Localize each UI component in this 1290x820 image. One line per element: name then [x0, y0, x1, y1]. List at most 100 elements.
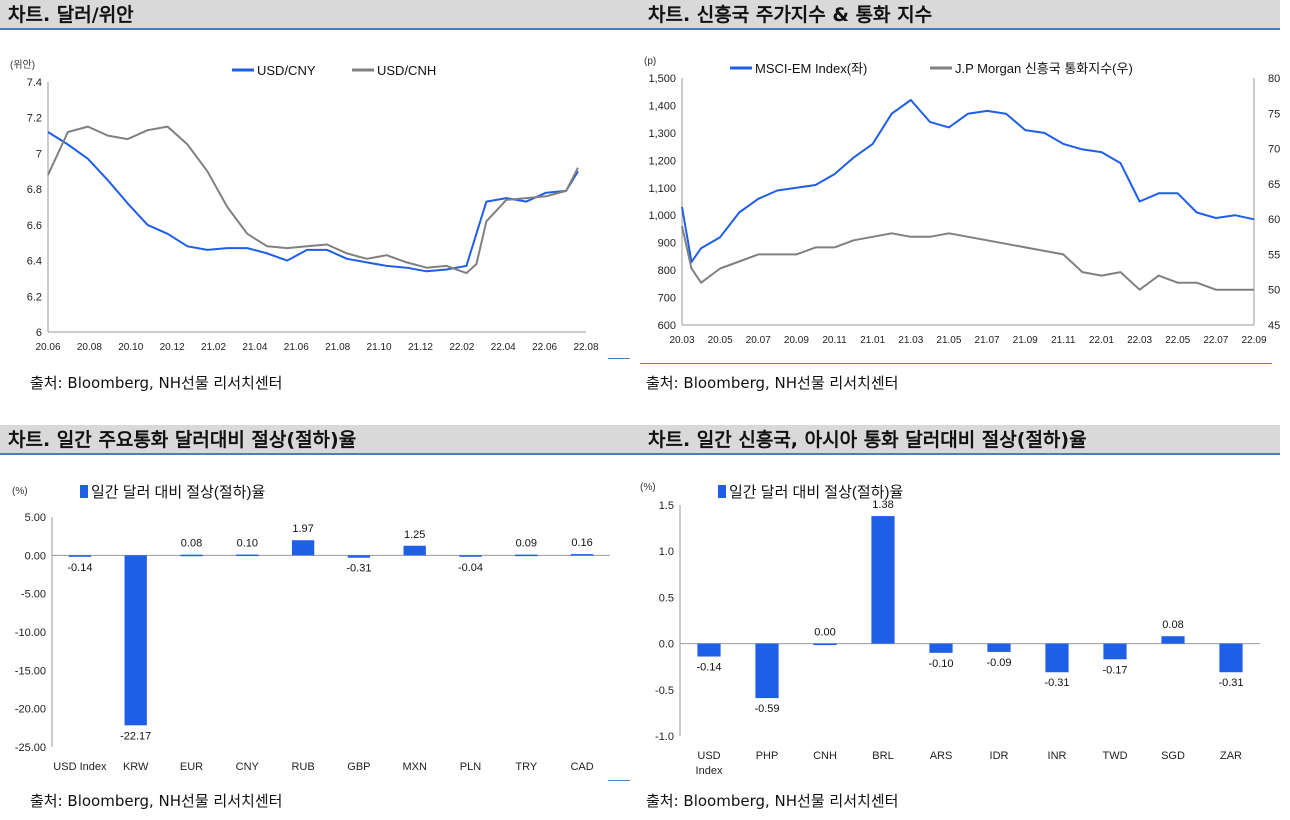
- x-tick-label: 22.04: [491, 342, 516, 353]
- x-tick-label: 20.08: [77, 342, 102, 353]
- bar-eur: [180, 554, 203, 557]
- data-label: -0.04: [458, 562, 483, 574]
- bar-php: [755, 643, 779, 699]
- y-tick-label: 6: [36, 327, 42, 339]
- legend-label: 일간 달러 대비 절상(절하)율: [729, 484, 903, 501]
- x-tick-label: 22.08: [573, 342, 598, 353]
- x-tick-label: 22.02: [449, 342, 474, 353]
- y-tick-label: 1,000: [648, 210, 676, 222]
- source-note: 출처: Bloomberg, NH선물 리서치센터: [30, 792, 283, 810]
- y-tick-label: 1.5: [659, 500, 674, 512]
- bar-krw: [124, 555, 147, 726]
- y2-tick-label: 65: [1268, 179, 1280, 191]
- x-tick-label: 21.10: [367, 342, 392, 353]
- data-label: -0.31: [1044, 677, 1069, 689]
- x-category-label: KRW: [123, 761, 149, 773]
- data-label: -0.17: [1102, 664, 1127, 676]
- y-tick-label: 1,200: [648, 155, 676, 167]
- bar-chart-major-currencies: (%) 일간 달러 대비 절상(절하)율 5.00 0.00 -5.00 -10.00 -1…: [12, 484, 610, 773]
- x-tick-label: 22.03: [1127, 335, 1152, 346]
- x-tick-label: 22.09: [1241, 335, 1266, 346]
- bar-cad: [570, 554, 594, 556]
- bar-mxn: [403, 545, 426, 556]
- bar-rub: [291, 540, 315, 556]
- panel-major-currencies: 차트. 일간 주요통화 달러대비 절상(절하)율 (%) 일간 달러 대비 절상(…: [0, 425, 640, 820]
- source-note: 출처: Bloomberg, NH선물 리서치센터: [646, 374, 899, 392]
- x-tick-label: 21.05: [936, 335, 961, 346]
- x-tick-label: 21.11: [1051, 335, 1076, 346]
- x-category-label: USD Index: [53, 761, 107, 773]
- series-line-1: [681, 225, 1254, 291]
- data-label: 1.25: [404, 529, 425, 541]
- line-chart-em-index: (p) 1,500 1,400 1,300 1,200 1,100 1,000 900 800 7…: [644, 56, 1280, 346]
- bar-cny: [236, 554, 259, 557]
- x-category-label: BRL: [872, 750, 893, 762]
- y-tick-label: 0.00: [25, 550, 46, 562]
- x-tick-label: 20.12: [160, 342, 185, 353]
- x-tick-label: 21.06: [284, 342, 309, 353]
- data-label: -22.17: [120, 730, 151, 742]
- x-category-label: USD: [697, 750, 720, 762]
- legend-label: MSCI-EM Index(좌): [755, 61, 867, 76]
- x-tick-label: 21.04: [242, 342, 267, 353]
- y-tick-label: -25.00: [15, 742, 46, 754]
- x-tick-label: 20.09: [784, 335, 809, 346]
- x-category-label: RUB: [291, 761, 314, 773]
- y2-tick-label: 60: [1268, 214, 1280, 226]
- bar-try: [515, 554, 538, 557]
- data-label: -0.31: [1218, 677, 1243, 689]
- y-tick-label: -0.5: [655, 685, 674, 697]
- y-tick-label: 6.6: [27, 220, 42, 232]
- legend-swatch: [718, 485, 726, 498]
- data-label: -0.09: [986, 657, 1011, 669]
- y-tick-label: 1,300: [648, 128, 676, 140]
- x-tick-label: 22.05: [1165, 335, 1190, 346]
- x-category-label: TRY: [515, 761, 537, 773]
- bar-cnh: [813, 643, 837, 646]
- x-category-label: INR: [1048, 750, 1067, 762]
- x-tick-label: 20.07: [746, 335, 771, 346]
- data-label: -0.31: [346, 563, 371, 575]
- y-tick-label: -15.00: [15, 665, 46, 677]
- x-tick-label: 21.09: [1013, 335, 1038, 346]
- x-tick-label: 21.02: [201, 342, 226, 353]
- y-tick-label: 7: [36, 148, 42, 160]
- bar-zar: [1219, 643, 1243, 673]
- bar-usd-index: [68, 555, 92, 557]
- x-tick-label: 21.08: [325, 342, 350, 353]
- y-tick-label: 900: [658, 238, 676, 250]
- x-category-label: ARS: [930, 750, 953, 762]
- series-line-1: [47, 125, 579, 275]
- y2-tick-label: 50: [1268, 285, 1280, 297]
- x-category-label: MXN: [402, 761, 427, 773]
- y-tick-label: -1.0: [655, 731, 674, 743]
- panel-em-index: 차트. 신흥국 주가지수 & 통화 지수 (p) 1,500 1,400 1,300 1…: [640, 0, 1280, 410]
- bar-chart-em-asia-currencies: (%) 일간 달러 대비 절상(절하)율 1.5 1.0 0.5 0.0 -0.5 -1.0 -…: [640, 482, 1260, 777]
- x-category-label: EUR: [180, 761, 203, 773]
- y2-tick-label: 80: [1268, 73, 1280, 85]
- y-tick-label: 7.2: [27, 113, 42, 125]
- bar-idr: [987, 643, 1011, 652]
- bar-ars: [929, 643, 953, 653]
- panel-title: 차트. 일간 신흥국, 아시아 통화 달러대비 절상(절하)율: [640, 425, 1280, 455]
- data-label: -0.14: [67, 562, 92, 574]
- x-tick-label: 20.06: [35, 342, 60, 353]
- x-tick-label: 21.01: [860, 335, 885, 346]
- data-label: 0.08: [181, 538, 202, 550]
- bar-brl: [871, 516, 895, 644]
- data-label: 1.97: [292, 523, 313, 535]
- x-category-label: GBP: [347, 761, 370, 773]
- x-category-label: CNY: [236, 761, 260, 773]
- bar-twd: [1103, 643, 1127, 660]
- y-tick-label: 7.4: [27, 77, 42, 89]
- y2-tick-label: 45: [1268, 320, 1280, 332]
- y-tick-label: 6.2: [27, 291, 42, 303]
- x-tick-label: 22.07: [1203, 335, 1228, 346]
- y-tick-label: 0.5: [659, 592, 674, 604]
- data-label: 0.10: [237, 538, 258, 550]
- data-label: -0.14: [696, 662, 721, 674]
- x-category-label: CAD: [570, 761, 593, 773]
- x-category-label: Index: [696, 765, 723, 777]
- x-category-label: SGD: [1161, 750, 1185, 762]
- panel-usd-cny: 차트. 달러/위안 (위안) 7.4 7.2 7 6.8 6.6 6.4 6.2 6 20.06 2…: [0, 0, 640, 410]
